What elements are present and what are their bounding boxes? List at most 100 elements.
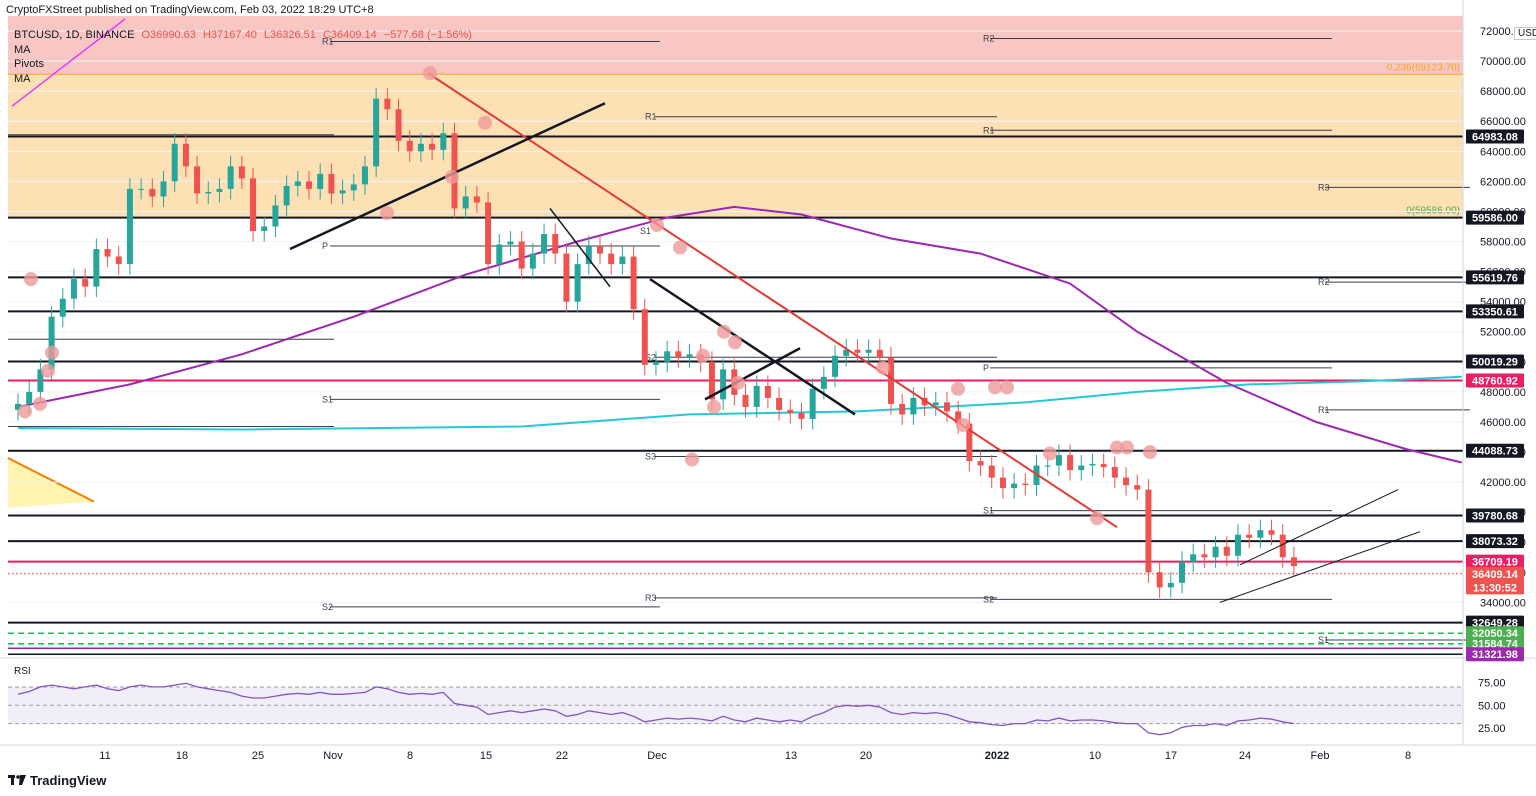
highlight-marker — [1120, 440, 1134, 455]
candle-body — [854, 349, 861, 353]
currency-badge[interactable]: USD — [1514, 27, 1536, 40]
ohlc-change: −577.68 (−1.56%) — [383, 29, 472, 41]
thin-trend-line — [549, 207, 611, 288]
candle-body — [48, 316, 55, 370]
time-tick-label: 20 — [860, 750, 872, 762]
candle-body — [1246, 534, 1253, 538]
price-tick-label: 34000.00 — [1480, 597, 1526, 609]
highlight-marker — [707, 399, 721, 414]
candle-body — [708, 361, 715, 400]
candle-body — [227, 166, 234, 189]
highlight-marker — [423, 66, 437, 81]
candle-body — [384, 98, 391, 110]
pivot-label: S2 — [983, 594, 994, 604]
candle-body — [15, 403, 21, 410]
candle-body — [496, 244, 503, 265]
symbol-name: BTCUSD, 1D, BINANCE — [14, 29, 135, 41]
candle-body — [205, 191, 212, 194]
candle-body — [1167, 582, 1174, 588]
candle-body — [1022, 483, 1029, 486]
candle-body — [832, 355, 839, 377]
time-tick-label: 11 — [99, 750, 110, 762]
price-tick-label: 64000.00 — [1480, 146, 1526, 158]
candle-body — [283, 185, 290, 206]
time-tick-label: 17 — [1165, 750, 1177, 762]
candle-body — [1156, 572, 1163, 588]
candle-body — [328, 173, 335, 194]
price-label: 59586.00 — [1472, 213, 1518, 225]
candle-body — [250, 178, 257, 232]
candle-body — [966, 423, 973, 462]
candle-body — [1134, 485, 1141, 490]
trend-drawings — [18, 66, 1421, 603]
rsi-tick-label: 50.00 — [1478, 700, 1506, 712]
tradingview-brand: TradingView — [30, 773, 107, 788]
highlight-marker — [1143, 445, 1157, 460]
price-label-bg — [1466, 210, 1524, 225]
candle-body — [82, 279, 89, 287]
time-tick-label: 18 — [176, 750, 188, 762]
time-axis[interactable]: 11 18 25 Nov 8 15 22 Dec 13 20 2022 10 17 24 Feb 8 — [0, 744, 1536, 762]
price-label-bg — [1466, 270, 1524, 285]
highlight-marker — [380, 205, 394, 220]
highlight-marker — [696, 348, 710, 363]
pivot-label: S1 — [640, 226, 651, 236]
candle-body — [843, 349, 850, 356]
pivot-label: P — [983, 363, 989, 373]
price-label: 48760.92 — [1472, 375, 1518, 387]
indicator-pivots[interactable]: Pivots — [14, 58, 44, 70]
price-label-bg — [1466, 626, 1524, 641]
candle-body — [943, 402, 950, 412]
pivot-label: S1 — [983, 506, 994, 516]
pivot-label: R1 — [983, 125, 995, 135]
highlight-marker — [1110, 440, 1124, 455]
candle-body — [1078, 465, 1085, 471]
ohlc-close: C36409.14 — [322, 29, 377, 41]
moving-averages — [11, 18, 1463, 464]
red-downtrend-line — [427, 72, 1118, 529]
black-trend-line-down — [649, 278, 856, 416]
highlight-marker — [685, 452, 699, 467]
pivot-label: S1 — [1318, 635, 1329, 645]
black-trend-line-up — [704, 347, 801, 401]
price-label: 39780.68 — [1472, 510, 1518, 522]
rsi-label: RSI — [14, 666, 31, 677]
candle-body — [350, 184, 357, 191]
fib-zone-orange — [8, 74, 1463, 218]
indicator-ma-2[interactable]: MA — [14, 72, 31, 85]
price-label-bg — [1466, 508, 1524, 523]
pivot-label: R1 — [1318, 405, 1330, 415]
time-tick-label: 15 — [480, 750, 492, 762]
triangle-edge — [7, 457, 95, 503]
highlight-marker — [33, 396, 47, 411]
pivot-label: R3 — [645, 593, 657, 603]
highlight-marker — [650, 217, 664, 232]
candle-body — [1044, 465, 1051, 467]
price-tick-label: 66000.00 — [1480, 116, 1526, 128]
fib-label-0236: 0.236(69123.70) — [1387, 62, 1460, 73]
candle-body — [294, 181, 301, 186]
candle-body — [26, 391, 33, 404]
candle-body — [955, 411, 962, 424]
highlight-marker — [717, 324, 731, 339]
candle-body — [1100, 464, 1107, 468]
price-tick-label: 68000.00 — [1480, 86, 1526, 98]
price-label-bg — [1466, 647, 1524, 662]
candle-body — [37, 369, 44, 392]
candle-body — [149, 188, 156, 197]
price-label-bg — [1466, 443, 1524, 458]
pivot-label: S2 — [645, 352, 656, 362]
candle-body — [1279, 534, 1286, 558]
candle-body — [518, 241, 525, 269]
symbol-legend[interactable]: BTCUSD, 1D, BINANCE O36990.63 H37167.40 … — [14, 28, 476, 86]
candle-body — [317, 173, 324, 189]
highlight-marker — [1043, 446, 1057, 461]
rsi-tick-label: 25.00 — [1478, 723, 1506, 735]
candle-body — [1257, 530, 1264, 538]
candle-body — [820, 376, 827, 389]
price-label: 55619.76 — [1472, 272, 1518, 284]
time-tick-label: Nov — [323, 750, 343, 762]
indicator-ma[interactable]: MA — [14, 43, 31, 56]
channel-lower — [1219, 531, 1421, 603]
